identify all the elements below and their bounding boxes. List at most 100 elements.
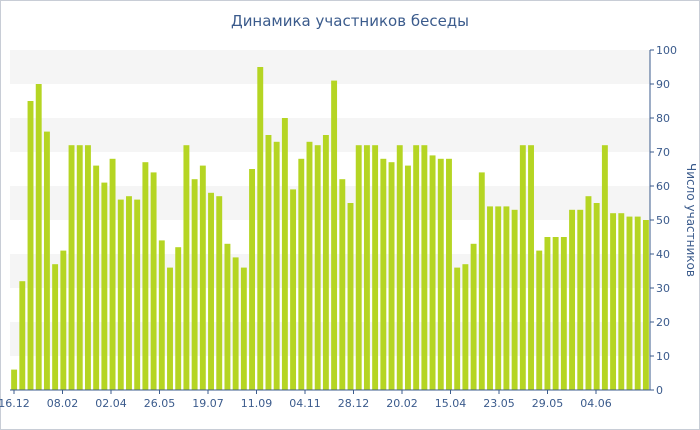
x-tick-label: 26.05 — [144, 397, 176, 410]
bar — [76, 145, 83, 390]
bar — [19, 281, 26, 390]
bar — [446, 158, 452, 390]
bar — [84, 145, 91, 390]
bar — [109, 158, 116, 390]
x-tick-label: 04.11 — [289, 397, 321, 410]
y-tick-label: 40 — [656, 248, 670, 261]
bar — [331, 80, 338, 390]
x-tick-label: 29.05 — [532, 397, 564, 410]
bar — [68, 145, 75, 390]
x-tick-label: 20.02 — [386, 397, 418, 410]
bar — [626, 216, 633, 390]
y-tick-label: 50 — [656, 214, 670, 227]
grid-band — [10, 186, 650, 220]
bar — [577, 209, 584, 390]
bar — [355, 145, 362, 390]
bar — [388, 162, 395, 390]
bar — [610, 213, 617, 390]
bar — [544, 237, 551, 390]
grid-band — [10, 50, 650, 84]
y-tick-label: 20 — [656, 316, 670, 329]
grid-band — [10, 322, 650, 356]
bar — [126, 196, 132, 390]
bar — [60, 250, 67, 390]
bar — [93, 165, 100, 390]
bar — [593, 203, 600, 390]
y-tick-label: 70 — [656, 146, 670, 159]
bar — [134, 199, 141, 390]
bar — [519, 145, 526, 390]
bar — [503, 206, 510, 390]
bar — [257, 67, 264, 390]
bar — [265, 135, 272, 390]
bar — [11, 369, 18, 390]
bar — [322, 135, 329, 390]
bar — [536, 250, 543, 390]
x-tick-label: 08.02 — [47, 397, 79, 410]
bar — [27, 101, 34, 390]
bar — [404, 165, 411, 390]
bar — [117, 199, 124, 390]
bar — [437, 158, 444, 390]
bar — [528, 145, 534, 390]
bar — [454, 267, 461, 390]
bar — [634, 216, 641, 390]
bar — [585, 196, 592, 390]
x-tick-label: 16.12 — [0, 397, 30, 410]
bar — [224, 243, 231, 390]
x-tick-label: 19.07 — [192, 397, 224, 410]
bar — [560, 237, 567, 390]
grid-band — [10, 118, 650, 152]
bar — [552, 237, 559, 390]
bar — [199, 165, 206, 390]
y-tick-label: 60 — [656, 180, 670, 193]
bar — [347, 203, 354, 390]
y-axis-label: Число участников — [684, 163, 698, 277]
bar — [142, 162, 149, 390]
bar — [618, 213, 625, 390]
x-tick-label: 04.06 — [580, 397, 612, 410]
bar — [175, 247, 182, 390]
bar — [314, 145, 321, 390]
bar — [462, 264, 469, 390]
bar — [601, 145, 608, 390]
bar — [167, 267, 173, 390]
y-tick-label: 0 — [656, 384, 663, 397]
x-tick-label: 11.09 — [241, 397, 273, 410]
bar — [478, 172, 485, 390]
y-tick-label: 90 — [656, 78, 670, 91]
bar — [183, 145, 190, 390]
bar — [101, 182, 108, 390]
bar — [216, 196, 223, 390]
y-tick-label: 30 — [656, 282, 670, 295]
bar — [495, 206, 502, 390]
bar — [52, 264, 59, 390]
bar — [642, 220, 649, 390]
bar — [569, 209, 576, 390]
bar — [396, 145, 403, 390]
bar — [273, 141, 280, 390]
bar — [421, 145, 428, 390]
bar — [208, 192, 214, 390]
bar — [150, 172, 157, 390]
x-tick-label: 02.04 — [95, 397, 127, 410]
bar — [290, 189, 297, 390]
bar — [372, 145, 379, 390]
bar — [487, 206, 493, 390]
bar — [339, 179, 346, 390]
bar — [298, 158, 305, 390]
bar — [429, 155, 436, 390]
bar — [413, 145, 420, 390]
y-tick-label: 80 — [656, 112, 670, 125]
bar — [281, 118, 288, 390]
bar — [240, 267, 247, 390]
bar — [380, 158, 387, 390]
bar — [470, 243, 477, 390]
bar — [158, 240, 165, 390]
bar — [232, 257, 239, 390]
bar — [306, 141, 313, 390]
grid-band — [10, 254, 650, 288]
bar — [249, 169, 256, 390]
x-tick-label: 28.12 — [338, 397, 370, 410]
